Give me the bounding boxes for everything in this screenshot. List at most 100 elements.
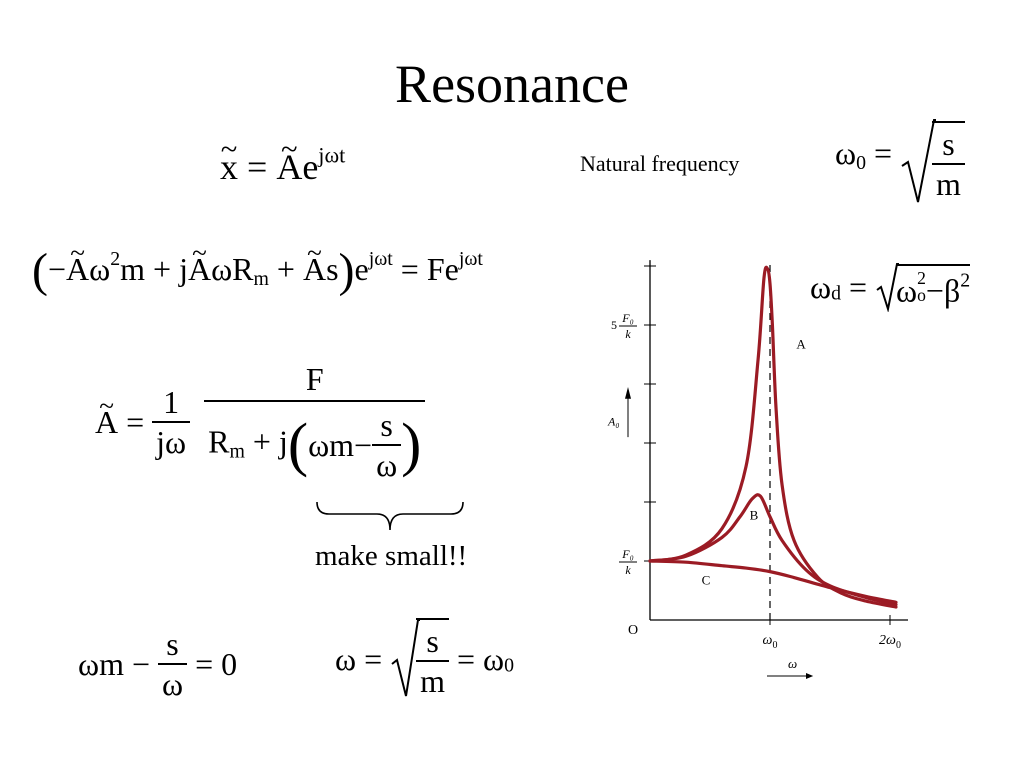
equals-sign: = (247, 147, 268, 187)
fraction-denominator: Rm + j(ωm− s ω ) (204, 402, 425, 484)
radical-sign (391, 619, 421, 697)
curve-label-b: B (750, 508, 759, 523)
omega-symbol: ω (896, 272, 918, 309)
omega-symbol: ω (835, 135, 857, 171)
natural-frequency-label: Natural frequency (580, 151, 740, 176)
exponent: jωt (368, 248, 393, 271)
make-small-label: make small!! (315, 540, 468, 572)
resistance-symbol: R (208, 423, 230, 460)
amplitude-equation: A = 1 jω F Rm + j(ωm− s ω ) (95, 360, 426, 484)
y-tick-denominator: k (625, 327, 631, 341)
omega-subscript: 0 (856, 151, 866, 174)
plus-sign: + (153, 251, 172, 287)
fraction-numerator: s (158, 625, 188, 665)
resistance-subscript: m (229, 440, 245, 463)
fraction-denominator: jω (156, 424, 187, 460)
curve-label-a: A (796, 337, 806, 352)
y-tick-numerator: F₀ (621, 311, 634, 325)
fraction-denominator: m (420, 663, 445, 699)
stiffness-symbol: s (326, 251, 339, 287)
amplitude-symbol: A (188, 234, 211, 288)
equals-sign: = (195, 646, 214, 682)
y-tick-prefix: 5 (611, 318, 617, 332)
omega-mass-term: ωm (78, 646, 124, 682)
right-paren: ) (401, 411, 422, 479)
minus-sign: − (925, 272, 944, 309)
minus-sign: − (47, 251, 67, 287)
equals-sign: = (457, 641, 476, 677)
resistance-subscript: m (253, 267, 269, 290)
exp-base: e (302, 147, 319, 187)
resonant-frequency-equation: ω = s m = ω0 (335, 618, 514, 700)
y-axis-arrow-head (625, 386, 631, 399)
y-axis-label: A₀ (607, 414, 620, 428)
x-tilde: x (220, 130, 238, 186)
omega-symbol: ω (335, 641, 357, 677)
omega-subscript: d (831, 282, 841, 305)
fraction-numerator: F (204, 360, 426, 402)
omega-resistance: ωR (211, 251, 254, 287)
y-tick-denominator: k (625, 563, 631, 577)
omega-symbol: ω (810, 269, 832, 305)
underbrace (316, 501, 464, 531)
fraction-numerator: s (932, 125, 965, 165)
omega-subscript: 0 (504, 654, 515, 677)
equals-sign: = (873, 135, 893, 171)
y-tick-numerator: F₀ (621, 547, 634, 561)
right-paren: ) (338, 243, 355, 297)
equation-of-motion: (−Aω2m + jAωRm + As)ejωt = Fejωt (32, 234, 483, 294)
plus-sign: + (252, 423, 271, 460)
curve-label-c: C (702, 573, 711, 588)
exponent: 2 (917, 268, 926, 289)
x-axis-arrow-head (806, 673, 814, 679)
fraction-numerator: s (416, 622, 449, 662)
imaginary-unit: j (179, 251, 188, 287)
minus-sign: − (354, 427, 373, 463)
damped-frequency-equation: ωd = ω 2 o −β2 (810, 262, 971, 313)
curve-c (648, 559, 898, 604)
amplitude-symbol: A (276, 130, 302, 186)
left-paren: ( (32, 243, 48, 297)
equals-sign: = (126, 404, 145, 440)
equals-sign: = (400, 251, 419, 287)
amplitude-symbol: A (66, 234, 89, 288)
exp-base: e (354, 251, 369, 287)
chart-curves (648, 265, 898, 609)
fraction-denominator: ω (162, 666, 184, 702)
radical-sign (876, 263, 900, 313)
plus-sign: + (276, 251, 295, 287)
fraction-numerator: s (372, 406, 402, 446)
amplitude-symbol: A (303, 234, 326, 288)
x-axis-label: ω (788, 656, 797, 671)
beta-symbol: β (943, 272, 961, 309)
left-paren: ( (287, 411, 309, 479)
origin-label: O (628, 623, 638, 638)
omega-mass-term: ωm (308, 427, 355, 463)
exponent: jωt (458, 248, 483, 271)
zero-value: 0 (221, 646, 238, 682)
radical-sign (901, 119, 937, 203)
imaginary-unit: j (278, 423, 288, 460)
force-term: Fe (426, 251, 459, 287)
exponent: 2 (960, 269, 971, 292)
omega-symbol: ω (89, 251, 111, 287)
chart-axes (644, 260, 908, 625)
curve-b (648, 493, 898, 607)
fraction-denominator: m (936, 166, 961, 202)
fraction-numerator: 1 (152, 383, 191, 423)
natural-frequency-equation: ω0 = s m (835, 118, 965, 206)
equals-sign: = (364, 641, 383, 677)
exponent: jωt (318, 142, 346, 168)
resonance-condition: ωm − s ω = 0 (78, 625, 237, 703)
minus-sign: − (131, 646, 150, 682)
omega-subscript: o (917, 284, 926, 305)
slide-title: Resonance (395, 54, 629, 114)
equals-sign: = (848, 269, 868, 305)
amplitude-symbol: A (95, 387, 118, 441)
complex-displacement-equation: x = Aejωt (220, 130, 345, 187)
mass-symbol: m (120, 251, 146, 287)
x-tick-label: ω0 (763, 633, 778, 651)
x-tick-label: 2ω0 (879, 633, 901, 651)
